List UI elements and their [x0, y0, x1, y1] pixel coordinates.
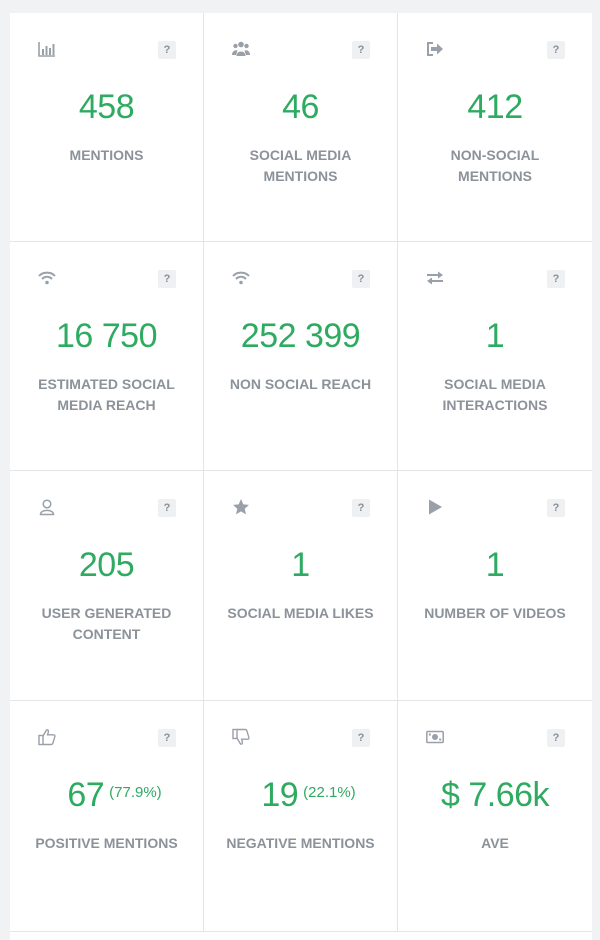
stat-label: SOCIAL MEDIA INTERACTIONS: [442, 376, 548, 413]
help-button[interactable]: ?: [352, 270, 370, 288]
stat-label: POSITIVE MENTIONS: [35, 835, 178, 851]
stat-card-non-social-reach: ? 252 399 NON SOCIAL REACH: [204, 242, 398, 471]
stat-value: 16 750: [56, 317, 158, 355]
help-button[interactable]: ?: [547, 270, 565, 288]
help-button[interactable]: ?: [158, 729, 176, 747]
stat-value: 1: [485, 317, 505, 355]
stat-value: 1: [485, 546, 505, 584]
help-button[interactable]: ?: [352, 729, 370, 747]
stat-label: SOCIAL MEDIA MENTIONS: [249, 147, 352, 184]
stat-card-user-generated-content: ? 205 USER GENERATED CONTENT: [10, 471, 204, 701]
wifi-icon: [232, 269, 250, 287]
user-icon: [38, 498, 56, 516]
stat-value: 458: [78, 88, 135, 126]
bar-chart-icon: [38, 40, 56, 58]
help-button[interactable]: ?: [352, 499, 370, 517]
money-icon: [426, 728, 444, 746]
stat-value: 46: [282, 88, 319, 126]
stat-label: SOCIAL MEDIA LIKES: [227, 605, 374, 621]
thumbs-up-icon: [38, 728, 56, 746]
stat-label: AVE: [481, 835, 509, 851]
stat-label: NON SOCIAL REACH: [229, 376, 372, 392]
stat-value: $ 7.66k: [440, 776, 550, 814]
stat-label: MENTIONS: [69, 147, 144, 163]
stat-value: 67 (77.9%): [10, 773, 203, 817]
help-button[interactable]: ?: [547, 499, 565, 517]
stat-card-estimated-social-media-reach: ? 16 750 ESTIMATED SOCIAL MEDIA REACH: [10, 242, 204, 471]
thumbs-down-icon: [232, 728, 250, 746]
stat-label: NON-SOCIAL MENTIONS: [450, 147, 540, 184]
stat-card-non-social-mentions: ? 412 NON-SOCIAL MENTIONS: [398, 13, 592, 242]
help-button[interactable]: ?: [158, 41, 176, 59]
stat-value: 19 (22.1%): [204, 773, 397, 817]
stat-card-negative-mentions: ? 19 (22.1%) NEGATIVE MENTIONS: [204, 701, 398, 931]
stat-label: USER GENERATED CONTENT: [41, 605, 172, 642]
stat-card-number-of-videos: ? 1 NUMBER OF VIDEOS: [398, 471, 592, 701]
stats-panel: ? 458 MENTIONS ? 46 SOCIAL MEDIA MENTION…: [10, 13, 592, 940]
stat-label: NUMBER OF VIDEOS: [424, 605, 566, 621]
exchange-arrows-icon: [426, 269, 444, 287]
stat-card-social-media-interactions: ? 1 SOCIAL MEDIA INTERACTIONS: [398, 242, 592, 471]
stat-value: 205: [78, 546, 135, 584]
stat-card-social-media-likes: ? 1 SOCIAL MEDIA LIKES: [204, 471, 398, 701]
help-button[interactable]: ?: [158, 270, 176, 288]
stat-label: ESTIMATED SOCIAL MEDIA REACH: [38, 376, 175, 413]
help-button[interactable]: ?: [547, 41, 565, 59]
stat-percent: (22.1%): [303, 784, 356, 801]
stat-count: 67: [67, 776, 105, 814]
stat-value: 412: [467, 88, 523, 126]
help-button[interactable]: ?: [547, 729, 565, 747]
help-button[interactable]: ?: [352, 41, 370, 59]
star-icon: [232, 498, 250, 516]
users-icon: [232, 40, 250, 58]
stat-card-mentions: ? 458 MENTIONS: [10, 13, 204, 242]
stat-card-ave: ? $ 7.66k AVE: [398, 701, 592, 931]
wifi-icon: [38, 269, 56, 287]
stat-label: NEGATIVE MENTIONS: [226, 835, 375, 851]
stats-grid: ? 458 MENTIONS ? 46 SOCIAL MEDIA MENTION…: [10, 13, 592, 932]
stat-percent: (77.9%): [109, 784, 162, 801]
stat-value: 1: [291, 546, 310, 584]
stat-card-positive-mentions: ? 67 (77.9%) POSITIVE MENTIONS: [10, 701, 204, 931]
sign-out-icon: [426, 40, 444, 58]
play-icon: [426, 498, 444, 516]
stat-card-social-media-mentions: ? 46 SOCIAL MEDIA MENTIONS: [204, 13, 398, 242]
help-button[interactable]: ?: [158, 499, 176, 517]
stat-count: 19: [261, 776, 299, 814]
stat-value: 252 399: [240, 317, 361, 355]
